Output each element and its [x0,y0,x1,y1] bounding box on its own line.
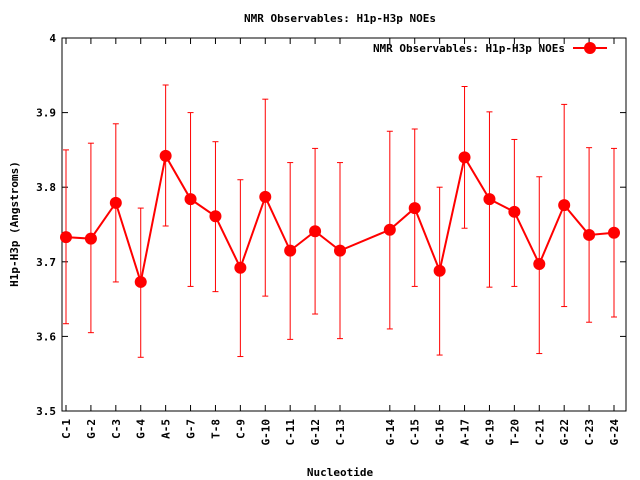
x-tick-label: C-3 [110,419,123,439]
y-tick-label: 3.6 [36,330,56,343]
data-point [558,199,571,212]
x-tick-label: G-2 [85,419,98,439]
x-tick-label: G-10 [259,419,272,446]
y-tick-label: 4 [49,32,56,45]
x-tick-label: G-7 [185,419,198,439]
y-axis: 3.5 3.6 3.7 3.8 3.9 4 [36,32,626,418]
error-bars [63,84,617,358]
data-point [259,190,272,203]
series-line [65,153,615,283]
data-point [408,202,421,215]
data-point [433,264,446,277]
y-tick-label: 3.8 [36,181,56,194]
x-axis: C-1 G-2 C-3 G-4 A-5 G-7 T-8 C-9 G-10 C-11 G-12 C-13… [60,38,621,446]
data-point [60,231,72,244]
data-point [134,275,147,288]
data-point [84,232,97,245]
x-tick-label: G-14 [384,419,397,446]
y-tick-label: 3.9 [36,107,56,120]
data-point [334,244,346,257]
y-tick-label: 3.5 [36,405,56,418]
x-tick-label: G-22 [558,419,571,446]
data-point [383,223,396,236]
data-point [533,258,546,271]
y-axis-label: H1p-H3p (Angstroms) [8,161,21,287]
x-tick-label: C-15 [409,419,422,446]
y-tick-label: 3.7 [36,256,56,269]
x-tick-label: T-20 [508,419,521,446]
data-point [483,193,496,206]
data-point [184,193,197,206]
x-tick-label: G-4 [135,419,148,439]
x-tick-label: C-9 [234,419,247,439]
x-tick-label: G-24 [608,419,621,446]
x-tick-label: T-8 [209,419,222,439]
x-tick-label: C-1 [60,419,73,439]
plot-frame [61,37,627,412]
x-tick-label: G-19 [483,419,496,446]
x-axis-label: Nucleotide [307,466,374,479]
data-points [60,149,620,288]
x-tick-label: C-13 [334,419,347,446]
x-tick-label: C-23 [583,419,596,446]
chart-title: NMR Observables: H1p-H3p NOEs [244,12,436,25]
legend-label: NMR Observables: H1p-H3p NOEs [373,42,565,55]
data-point [159,149,172,162]
legend: NMR Observables: H1p-H3p NOEs [373,42,607,55]
data-point [583,228,596,241]
x-tick-label: A-17 [459,419,472,446]
data-point [284,244,297,257]
x-tick-label: C-11 [284,419,297,446]
x-tick-label: G-12 [309,419,322,446]
data-point [508,205,521,218]
data-point [458,151,471,164]
x-tick-label: C-21 [533,419,546,446]
x-tick-label: A-5 [160,419,173,439]
x-tick-label: G-16 [434,419,447,446]
data-point [234,261,247,274]
legend-marker [584,42,596,54]
data-point [109,196,122,209]
data-point [309,225,322,238]
data-point [209,210,222,223]
data-point [608,226,620,239]
